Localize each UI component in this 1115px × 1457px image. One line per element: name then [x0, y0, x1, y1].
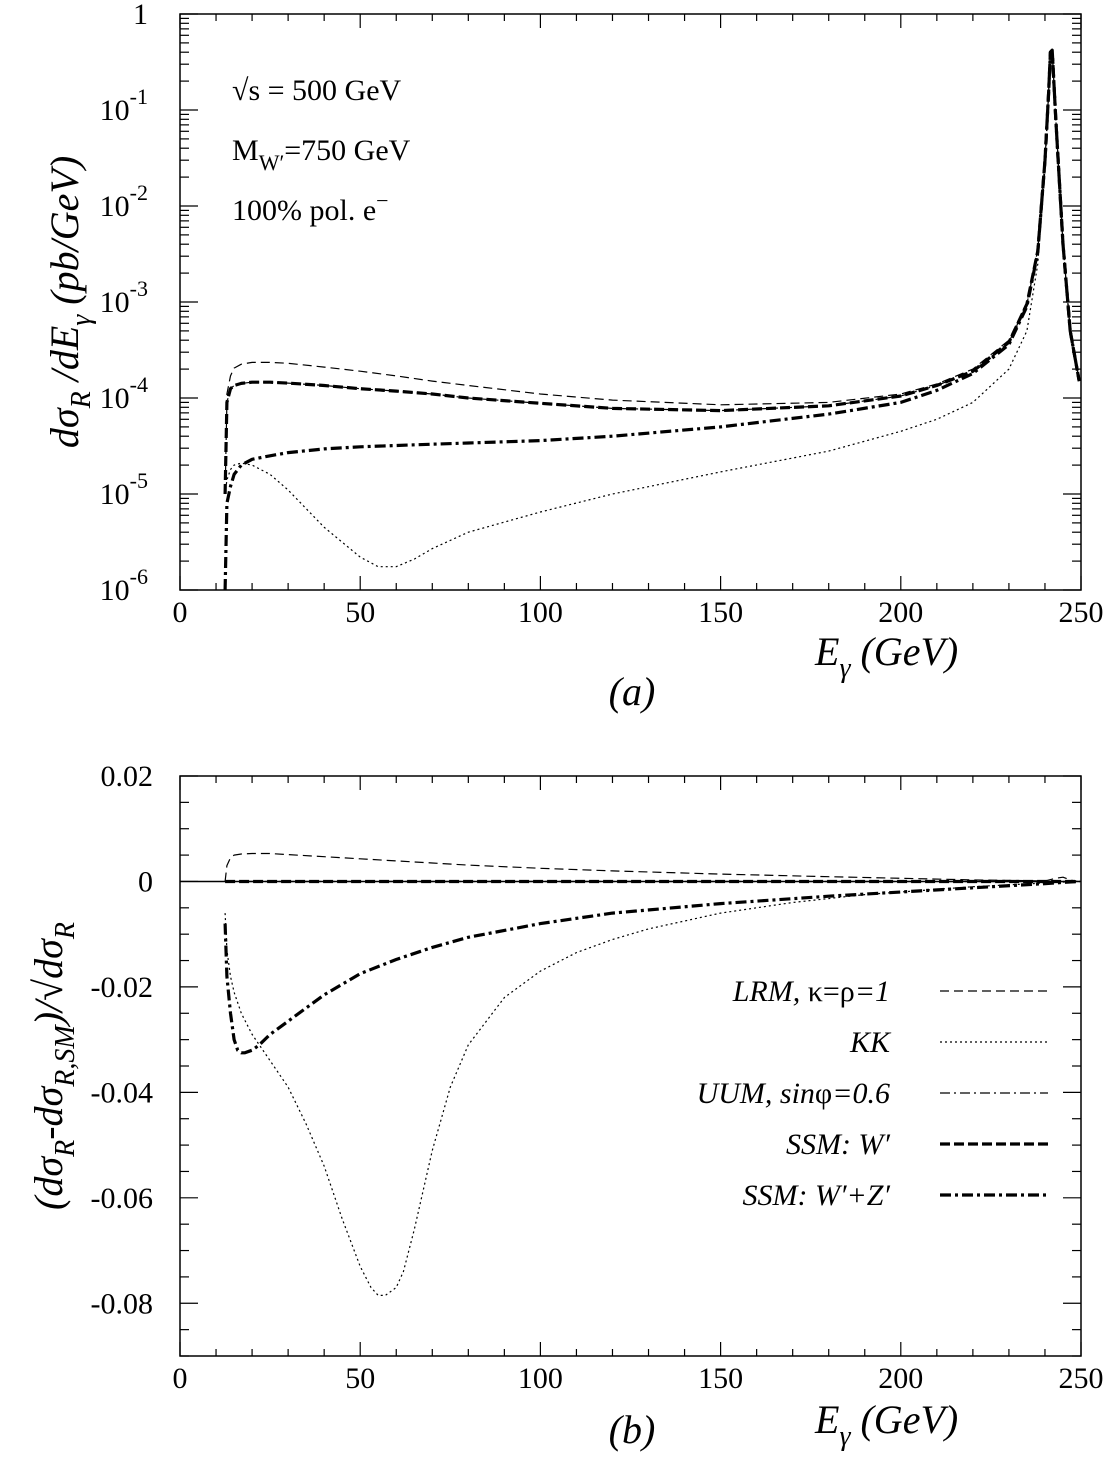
- panel-a-x-tick-label: 100: [518, 596, 563, 629]
- panel-a-series-lrm-1: [224, 49, 1080, 466]
- panel-a-plot-area: [223, 48, 1081, 591]
- panel-a-series-uum-sin-0-6: [224, 49, 1080, 495]
- panel-a-y-axis-title: dσR /dEγ (pb/GeV): [42, 156, 97, 448]
- panel-a-series-ssm-w: [223, 48, 1081, 495]
- legend-label: UUM, sinφ=0.6: [697, 1077, 890, 1110]
- panel-a-x-tick-label: 0: [173, 596, 188, 629]
- panel-b-x-tick-label: 250: [1059, 1362, 1104, 1395]
- panel-b-series-lrm-1: [224, 852, 1078, 883]
- panel-b-x-tick-label: 150: [698, 1362, 743, 1395]
- panel-b-series-kk: [224, 880, 1078, 1297]
- panel-b-label: (b): [609, 1407, 656, 1452]
- panel-a-tick-labels: 0 50 100 150 200 250 10-6 10-5 10-4 10-3 10-2 10-1 1: [100, 0, 1104, 629]
- panel-b-x-axis-title: Eγ (GeV): [814, 1397, 958, 1452]
- panel-a-y-tick-label: 10-5: [100, 468, 148, 511]
- panel-b-plot-area: [223, 852, 1080, 1297]
- legend-entry-ssm-w: SSM: W′: [786, 1128, 1048, 1161]
- legend-entry-uum-sin-0-6: UUM, sinφ=0.6: [697, 1077, 1048, 1110]
- panel-b-series-ssm-w-z: [223, 879, 1078, 1055]
- panel-b-frame: [179, 775, 1082, 1357]
- panel-a-x-axis-title: Eγ (GeV): [814, 629, 958, 684]
- panel-a-y-tick-label: 10-4: [100, 372, 148, 415]
- legend-entry-kk: KK: [849, 1026, 1048, 1059]
- panel-a-ticks: [179, 13, 1082, 591]
- panel-a-y-tick-label: 1: [133, 0, 148, 31]
- panel-a-x-tick-label: 150: [698, 596, 743, 629]
- panel-b-x-tick-label: 100: [518, 1362, 563, 1395]
- panel-a-series-kk: [224, 49, 1080, 568]
- panel-b-y-tick-label: 0.02: [101, 760, 154, 793]
- panel-b-x-tick-label: 0: [173, 1362, 188, 1395]
- annotation-mass: MW′=750 GeV: [232, 134, 411, 175]
- panel-b-y-tick-label: -0.04: [91, 1076, 154, 1109]
- panel-a-y-tick-label: 10-6: [100, 564, 148, 607]
- panel-a-y-tick-label: 10-3: [100, 276, 148, 319]
- panel-a-x-tick-label: 50: [345, 596, 375, 629]
- annotation-sqrt-s: √s = 500 GeV: [232, 74, 402, 107]
- panel-a-y-tick-label: 10-2: [100, 180, 148, 223]
- panel-b-ticks: [179, 775, 1082, 1357]
- panel-b-x-tick-label: 200: [878, 1362, 923, 1395]
- panel-a-label: (a): [609, 669, 656, 714]
- panel-b: 0 50 100 150 200 250 -0.08 -0.06 -0.04 -0.02 0 0.02…: [26, 760, 1104, 1452]
- panel-a-x-tick-label: 200: [878, 596, 923, 629]
- legend-label: SSM: W′+Z′: [742, 1179, 890, 1212]
- panel-b-y-tick-label: -0.02: [91, 971, 154, 1004]
- legend-entry-ssm-w-z: SSM: W′+Z′: [742, 1179, 1048, 1212]
- panel-b-y-tick-label: 0: [138, 865, 153, 898]
- panel-b-x-tick-label: 50: [345, 1362, 375, 1395]
- legend-label: KK: [849, 1026, 892, 1059]
- panel-b-y-tick-label: -0.08: [91, 1287, 154, 1320]
- panel-b-legend: LRM, κ=ρ=1 KK UUM, sinφ=0.6 SSM: W′ SSM: W′+…: [697, 975, 1048, 1212]
- panel-b-y-axis-title: (dσR-dσR,SM)/√dσR: [26, 922, 81, 1210]
- panel-b-y-tick-label: -0.06: [91, 1182, 154, 1215]
- panel-a-x-tick-label: 250: [1059, 596, 1104, 629]
- annotation-pol: 100% pol. e−: [232, 188, 389, 227]
- legend-label: SSM: W′: [786, 1128, 890, 1161]
- legend-label: LRM, κ=ρ=1: [732, 975, 890, 1008]
- panel-a: 0 50 100 150 200 250 10-6 10-5 10-4 10-3 10-2 10-1 1…: [42, 0, 1104, 714]
- panel-b-tick-labels: 0 50 100 150 200 250 -0.08 -0.06 -0.04 -0.02 0 0.02: [91, 760, 1104, 1395]
- panel-a-y-tick-label: 10-1: [100, 84, 148, 127]
- legend-entry-lrm-1: LRM, κ=ρ=1: [732, 975, 1048, 1008]
- panel-a-series-ssm-w-z: [223, 48, 1081, 591]
